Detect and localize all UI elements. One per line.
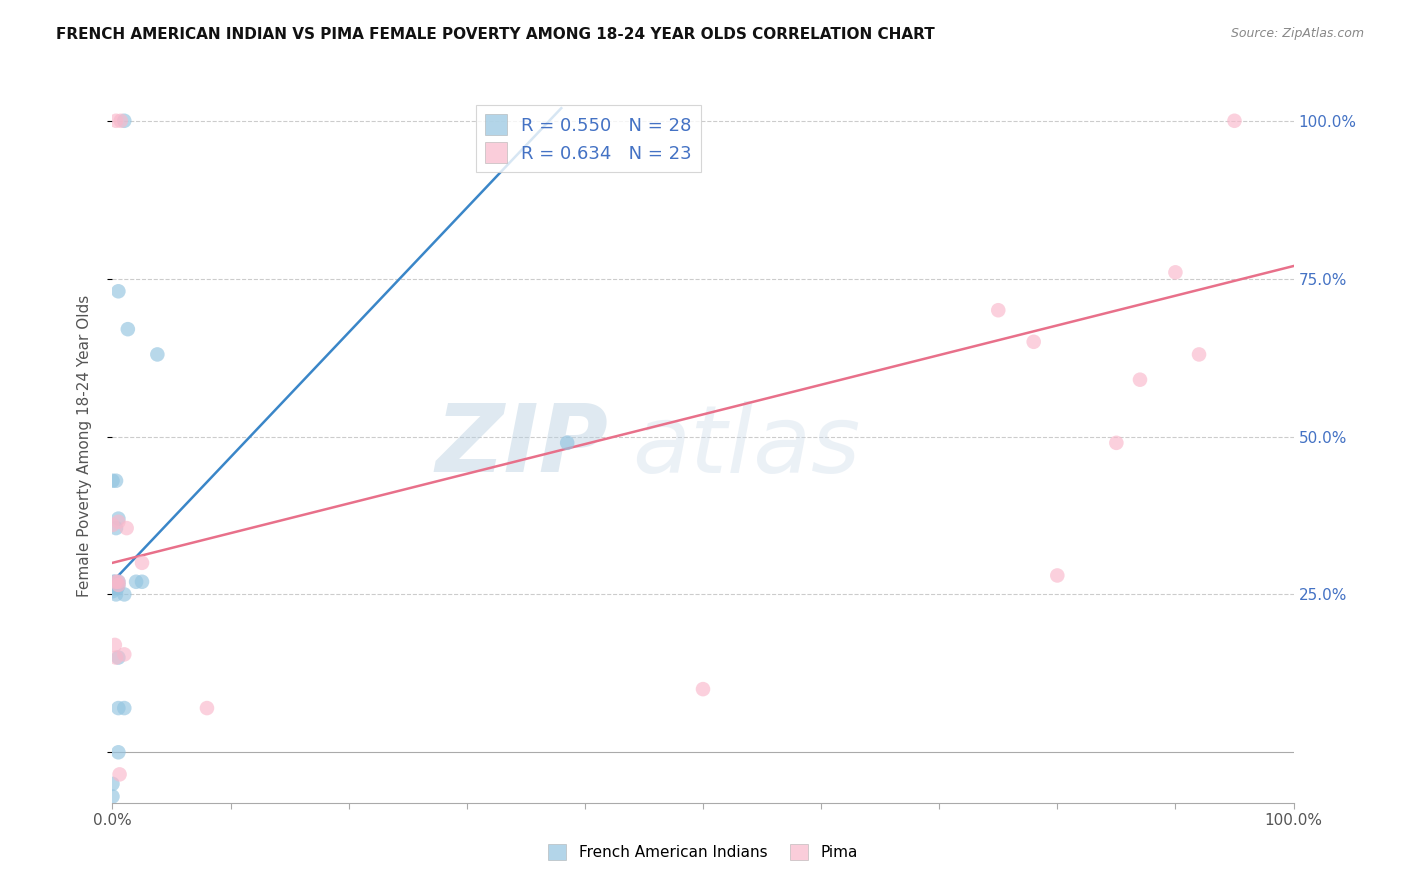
Point <box>107 650 129 665</box>
Point <box>1046 568 1069 582</box>
Point <box>107 578 129 592</box>
Point <box>101 777 124 791</box>
Point <box>131 556 153 570</box>
Y-axis label: Female Poverty Among 18-24 Year Olds: Female Poverty Among 18-24 Year Olds <box>77 295 91 597</box>
Point <box>105 587 128 601</box>
Point <box>1022 334 1045 349</box>
Point <box>104 574 127 589</box>
Text: atlas: atlas <box>633 401 860 491</box>
Point <box>125 574 148 589</box>
Point <box>110 113 132 128</box>
Point <box>112 587 135 601</box>
Point <box>101 584 124 599</box>
Point <box>105 574 128 589</box>
Point <box>195 701 218 715</box>
Point <box>107 745 129 759</box>
Legend: French American Indians, Pima: French American Indians, Pima <box>541 838 865 866</box>
Point <box>555 435 578 450</box>
Point <box>112 648 135 662</box>
Point <box>105 650 128 665</box>
Point <box>105 113 128 128</box>
Point <box>1223 113 1246 128</box>
Point <box>1164 265 1187 279</box>
Point <box>105 521 128 535</box>
Point <box>101 474 124 488</box>
Point <box>108 767 131 781</box>
Point <box>107 578 129 592</box>
Point <box>107 574 129 589</box>
Point <box>987 303 1010 318</box>
Point <box>104 581 127 595</box>
Point <box>1188 347 1211 361</box>
Point <box>146 347 169 361</box>
Text: ZIP: ZIP <box>436 400 609 492</box>
Point <box>107 285 129 299</box>
Point <box>105 578 128 592</box>
Point <box>107 511 129 525</box>
Point <box>1105 435 1128 450</box>
Point <box>692 682 714 697</box>
Point <box>112 701 135 715</box>
Point <box>107 515 129 529</box>
Point <box>105 581 128 595</box>
Point <box>107 574 129 589</box>
Text: FRENCH AMERICAN INDIAN VS PIMA FEMALE POVERTY AMONG 18-24 YEAR OLDS CORRELATION : FRENCH AMERICAN INDIAN VS PIMA FEMALE PO… <box>56 27 935 42</box>
Point <box>103 574 125 589</box>
Point <box>131 574 153 589</box>
Point <box>105 474 128 488</box>
Point <box>104 638 127 652</box>
Point <box>107 701 129 715</box>
Text: Source: ZipAtlas.com: Source: ZipAtlas.com <box>1230 27 1364 40</box>
Point <box>1129 373 1152 387</box>
Point <box>117 322 139 336</box>
Point <box>101 789 124 804</box>
Point <box>101 517 124 532</box>
Point <box>112 113 135 128</box>
Point <box>115 521 138 535</box>
Point <box>103 581 125 595</box>
